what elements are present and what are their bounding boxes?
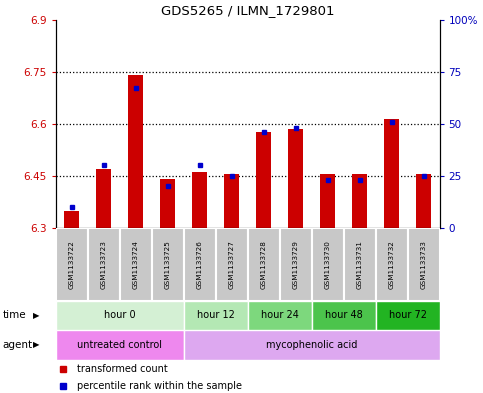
Text: GSM1133723: GSM1133723 (100, 240, 107, 289)
Text: ▶: ▶ (33, 311, 39, 320)
Text: GSM1133732: GSM1133732 (388, 240, 395, 289)
Text: hour 12: hour 12 (197, 310, 234, 320)
Text: GSM1133725: GSM1133725 (165, 240, 170, 289)
Text: GSM1133728: GSM1133728 (260, 240, 267, 289)
Text: hour 0: hour 0 (104, 310, 135, 320)
Text: GSM1133729: GSM1133729 (293, 240, 298, 289)
Bar (343, 228, 376, 301)
Bar (120, 228, 152, 301)
Text: ▶: ▶ (33, 340, 39, 349)
Bar (376, 301, 440, 330)
Text: GSM1133731: GSM1133731 (356, 240, 363, 289)
Bar (184, 330, 440, 360)
Bar (248, 301, 312, 330)
Text: agent: agent (2, 340, 32, 350)
Bar (352, 174, 367, 228)
Bar (184, 301, 248, 330)
Text: hour 72: hour 72 (388, 310, 426, 320)
Bar (64, 211, 79, 228)
Bar (288, 129, 303, 228)
Text: hour 48: hour 48 (325, 310, 362, 320)
Text: time: time (2, 310, 26, 320)
Text: transformed count: transformed count (77, 364, 168, 374)
Text: GSM1133730: GSM1133730 (325, 240, 330, 289)
Text: mycophenolic acid: mycophenolic acid (266, 340, 357, 350)
Bar (56, 228, 87, 301)
Bar (248, 228, 280, 301)
Bar (312, 228, 343, 301)
Bar (320, 174, 335, 228)
Text: GSM1133733: GSM1133733 (421, 240, 426, 289)
Bar (416, 174, 431, 228)
Bar (192, 173, 207, 228)
Bar (184, 228, 215, 301)
Text: GSM1133726: GSM1133726 (197, 240, 202, 289)
Text: GSM1133724: GSM1133724 (132, 240, 139, 289)
Text: untreated control: untreated control (77, 340, 162, 350)
Bar (408, 228, 440, 301)
Bar (128, 75, 143, 228)
Text: percentile rank within the sample: percentile rank within the sample (77, 381, 241, 391)
Bar (152, 228, 184, 301)
Bar (376, 228, 408, 301)
Bar (160, 179, 175, 228)
Bar (215, 228, 248, 301)
Text: GSM1133727: GSM1133727 (228, 240, 235, 289)
Bar (256, 132, 271, 228)
Bar (224, 174, 239, 228)
Text: hour 24: hour 24 (261, 310, 298, 320)
Bar (87, 228, 120, 301)
Title: GDS5265 / ILMN_1729801: GDS5265 / ILMN_1729801 (161, 4, 334, 17)
Bar (56, 330, 184, 360)
Bar (96, 169, 111, 228)
Bar (312, 301, 376, 330)
Text: GSM1133722: GSM1133722 (69, 240, 74, 289)
Bar (56, 301, 184, 330)
Bar (384, 119, 399, 228)
Bar (280, 228, 312, 301)
